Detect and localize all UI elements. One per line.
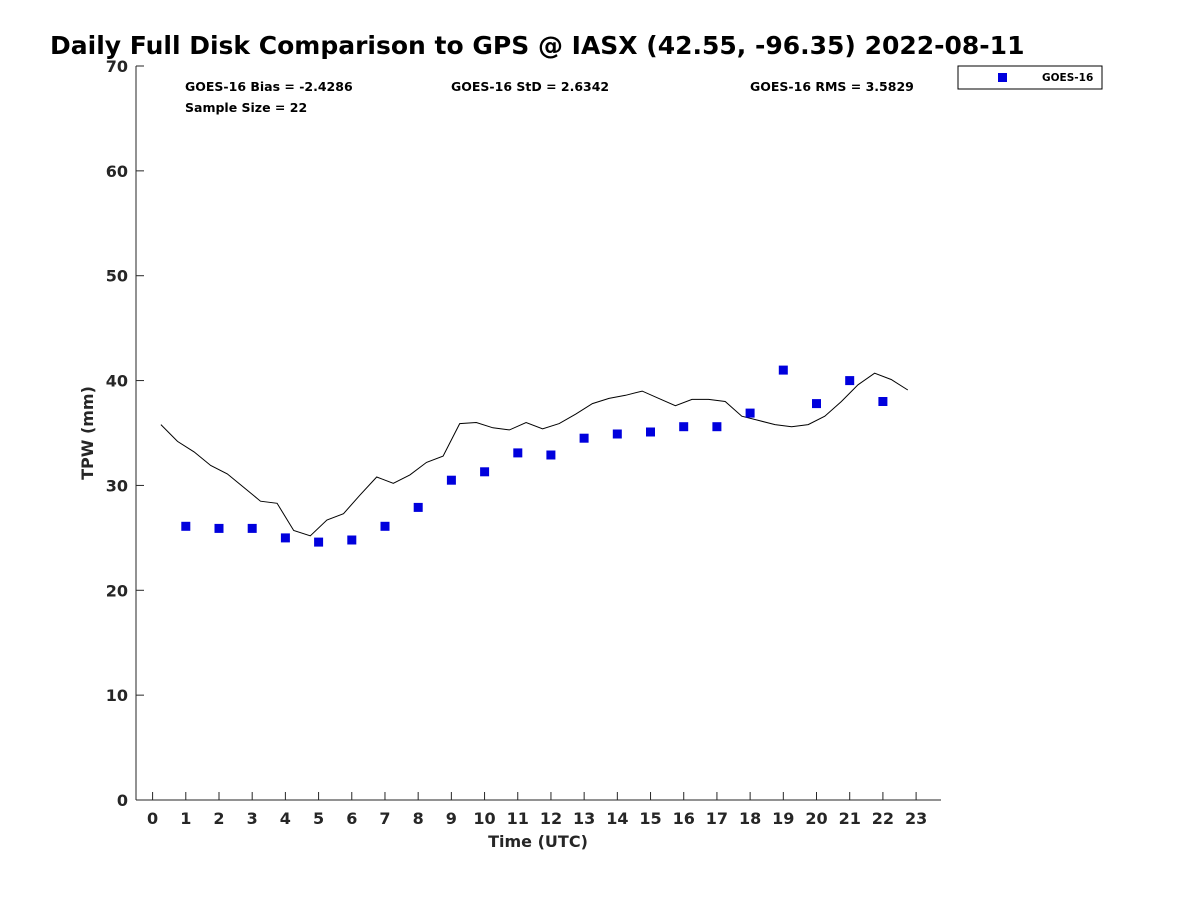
x-tick-label: 11 <box>507 809 529 828</box>
y-tick-label: 20 <box>106 581 128 600</box>
goes16-point <box>712 422 722 432</box>
goes16-point <box>446 475 456 485</box>
x-tick-label: 6 <box>346 809 357 828</box>
y-tick-label: 30 <box>106 476 128 495</box>
goes16-point <box>181 521 191 531</box>
x-tick-label: 20 <box>805 809 827 828</box>
x-tick-label: 4 <box>280 809 291 828</box>
chart-title: Daily Full Disk Comparison to GPS @ IASX… <box>50 31 1024 60</box>
x-tick-label: 2 <box>213 809 224 828</box>
y-tick-label: 70 <box>106 57 128 76</box>
x-tick-label: 17 <box>706 809 728 828</box>
goes16-point <box>546 450 556 460</box>
goes16-point <box>812 399 821 409</box>
legend-marker <box>998 73 1007 82</box>
goes16-point <box>612 429 622 439</box>
gps-line <box>160 372 909 537</box>
goes16-series <box>181 365 888 547</box>
x-tick-label: 8 <box>413 809 424 828</box>
y-tick-label: 40 <box>106 372 128 391</box>
goes16-point <box>280 533 290 543</box>
std-stat: GOES-16 StD = 2.6342 <box>451 79 609 94</box>
x-axis-label: Time (UTC) <box>488 832 588 851</box>
goes16-point <box>845 376 855 386</box>
legend-box <box>957 65 1103 90</box>
y-tick-label: 60 <box>106 162 128 181</box>
goes16-point <box>646 427 655 437</box>
x-tick-label: 5 <box>313 809 324 828</box>
x-tick-label: 22 <box>872 809 894 828</box>
goes16-point <box>413 502 423 512</box>
goes16-point <box>778 365 788 375</box>
bias-stat: GOES-16 Bias = -2.4286 <box>185 79 353 94</box>
x-tick-label: 9 <box>446 809 457 828</box>
legend: GOES-16 <box>957 65 1103 90</box>
rms-stat: GOES-16 RMS = 3.5829 <box>750 79 914 94</box>
goes16-point <box>480 467 490 477</box>
y-axis-label: TPW (mm) <box>78 386 97 480</box>
goes16-point <box>314 537 324 547</box>
goes16-point <box>380 521 390 531</box>
goes16-point <box>878 397 888 406</box>
y-tick-label: 50 <box>106 267 128 286</box>
gps-series <box>160 372 909 537</box>
x-ticks: 0 1 2 3 4 5 6 7 8 9 10 11 12 13 14 15 16 17 18 19 20 21 22 23 <box>147 792 927 828</box>
x-tick-label: 16 <box>673 809 695 828</box>
legend-label: GOES-16 <box>1042 72 1093 84</box>
goes16-point <box>247 523 257 533</box>
goes16-point <box>679 422 689 432</box>
x-tick-label: 10 <box>473 809 495 828</box>
y-tick-label: 0 <box>117 791 128 810</box>
goes16-point <box>214 523 224 533</box>
x-tick-label: 7 <box>379 809 390 828</box>
x-tick-label: 1 <box>180 809 191 828</box>
x-tick-label: 3 <box>247 809 258 828</box>
x-tick-label: 12 <box>540 809 562 828</box>
x-tick-label: 21 <box>839 809 861 828</box>
x-tick-label: 13 <box>573 809 595 828</box>
goes16-point <box>513 448 523 458</box>
x-tick-label: 14 <box>606 809 628 828</box>
x-tick-label: 18 <box>739 809 761 828</box>
y-tick-label: 10 <box>106 686 128 705</box>
x-tick-label: 15 <box>639 809 661 828</box>
x-tick-label: 23 <box>905 809 927 828</box>
x-tick-label: 19 <box>772 809 794 828</box>
y-ticks: 0 10 20 30 40 50 60 70 <box>106 57 144 810</box>
x-tick-label: 0 <box>147 809 158 828</box>
goes16-point <box>579 433 589 443</box>
goes16-point <box>347 535 357 545</box>
sample-size-stat: Sample Size = 22 <box>185 100 307 115</box>
goes16-point <box>745 408 755 418</box>
